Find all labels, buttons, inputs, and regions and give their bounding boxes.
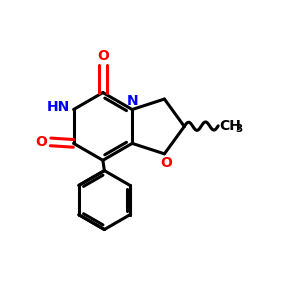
Text: CH: CH — [220, 119, 242, 133]
Text: O: O — [35, 135, 47, 149]
Text: HN: HN — [46, 100, 70, 114]
Text: 3: 3 — [236, 124, 243, 134]
Text: N: N — [126, 94, 138, 108]
Text: O: O — [97, 50, 109, 63]
Text: O: O — [160, 156, 172, 170]
